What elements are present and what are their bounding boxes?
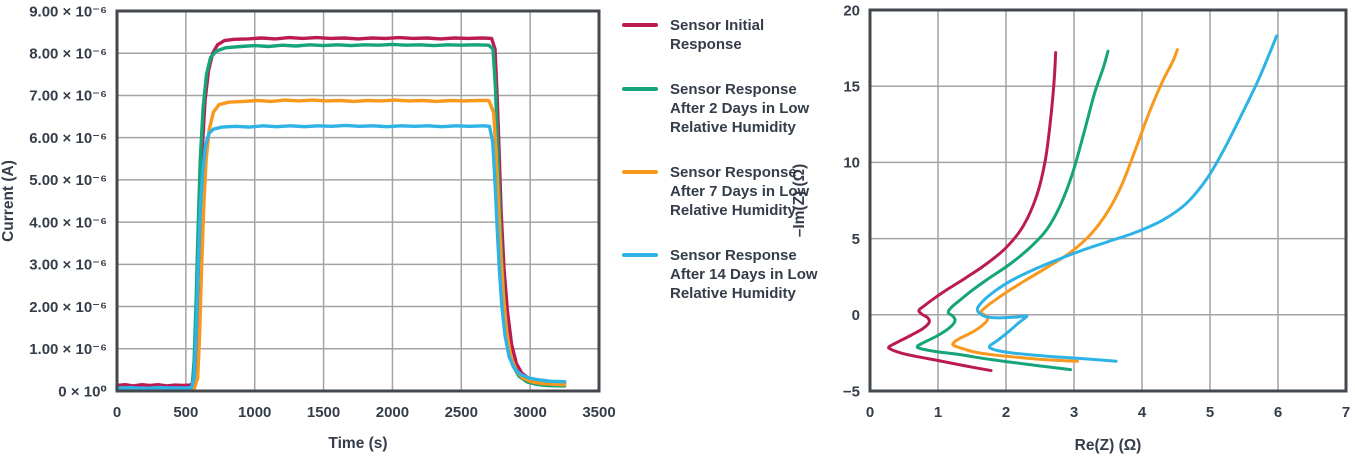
y-tick-label: 1.00 × 10⁻⁶ (29, 341, 107, 358)
legend-item: Sensor Response After 2 Days in Low Rela… (622, 80, 822, 137)
legend-label: Sensor Response After 7 Days in Low Rela… (670, 164, 810, 219)
x-tick-label: 1500 (307, 404, 340, 421)
x-tick-label: 0 (866, 404, 874, 421)
x-tick-label: 6 (1274, 404, 1282, 421)
series-line-orange (115, 98, 567, 391)
x-tick-label: 5 (1206, 404, 1214, 421)
y-tick-label: 7.00 × 10⁻⁶ (29, 88, 107, 105)
y-tick-label: 0 × 10⁰ (58, 383, 107, 400)
sensor-time-response-plot: 0 × 10⁰ 1.00 × 10⁻⁶ 2.00 × 10⁻⁶ 3.00 × 10⁻⁶… (0, 3, 616, 452)
sensor-impedance-nyquist-plot: −5 0 5 10 15 20 0 1 2 3 4 5 6 7 Re(Z) (Ω) –Im(Z) (Ω) (791, 2, 1350, 454)
y-axis-title: Current (A) (0, 160, 17, 242)
y-tick-label: 3.00 × 10⁻⁶ (29, 257, 107, 274)
x-tick-label: 2000 (376, 404, 409, 421)
time-response-chart: 0 × 10⁰ 1.00 × 10⁻⁶ 2.00 × 10⁻⁶ 3.00 × 10⁻⁶… (0, 0, 620, 463)
x-tick-label: 3000 (513, 404, 546, 421)
x-tick-label: 1 (934, 404, 942, 421)
legend-item: Sensor Response After 14 Days in Low Rel… (622, 246, 822, 303)
y-tick-label: 10 (843, 155, 860, 172)
x-axis-title: Re(Z) (Ω) (1075, 437, 1142, 454)
series-line-blue (115, 123, 567, 391)
legend-swatch-orange (622, 170, 658, 174)
x-axis-title: Time (s) (328, 435, 387, 452)
series-line-crimson (887, 51, 1058, 373)
legend-swatch-green (622, 87, 658, 91)
series-line-orange (951, 48, 1179, 363)
y-tick-label: 5.00 × 10⁻⁶ (29, 172, 107, 189)
y-tick-label: 9.00 × 10⁻⁶ (29, 3, 107, 20)
legend-swatch-crimson (622, 23, 658, 27)
x-tick-label: 1000 (238, 404, 271, 421)
legend-swatch-blue (622, 253, 658, 257)
x-tick-label: 2500 (445, 404, 478, 421)
series-line-crimson (115, 35, 567, 388)
x-tick-label: 4 (1138, 404, 1147, 421)
y-tick-label: 6.00 × 10⁻⁶ (29, 130, 107, 147)
plot-frame (868, 8, 1348, 393)
nyquist-chart: −5 0 5 10 15 20 0 1 2 3 4 5 6 7 Re(Z) (Ω) –Im(Z) (Ω) (790, 0, 1355, 463)
y-tick-label: 8.00 × 10⁻⁶ (29, 45, 107, 62)
y-tick-label: 4.00 × 10⁻⁶ (29, 214, 107, 231)
legend-label: Sensor Response After 14 Days in Low Rel… (670, 247, 818, 302)
x-tick-label: 0 (113, 404, 121, 421)
legend: Sensor Initial Response Sensor Response A… (622, 16, 822, 329)
y-axis-title: –Im(Z) (Ω) (791, 164, 808, 238)
legend-label: Sensor Initial Response (670, 17, 765, 53)
x-tick-label: 3500 (582, 404, 615, 421)
legend-item: Sensor Response After 7 Days in Low Rela… (622, 163, 822, 220)
x-tick-label: 7 (1342, 404, 1350, 421)
y-tick-label: 5 (852, 231, 860, 248)
x-tick-label: 500 (173, 404, 198, 421)
series-line-blue (975, 34, 1279, 363)
x-tick-label: 3 (1070, 404, 1078, 421)
y-tick-label: −5 (843, 383, 860, 400)
legend-item: Sensor Initial Response (622, 16, 822, 54)
series-line-green (915, 49, 1110, 372)
plot-frame (115, 9, 601, 393)
y-tick-label: 15 (843, 78, 860, 95)
y-tick-label: 20 (843, 2, 860, 19)
y-tick-label: 2.00 × 10⁻⁶ (29, 299, 107, 316)
legend-label: Sensor Response After 2 Days in Low Rela… (670, 81, 810, 136)
x-tick-label: 2 (1002, 404, 1010, 421)
y-tick-label: 0 (852, 307, 860, 324)
